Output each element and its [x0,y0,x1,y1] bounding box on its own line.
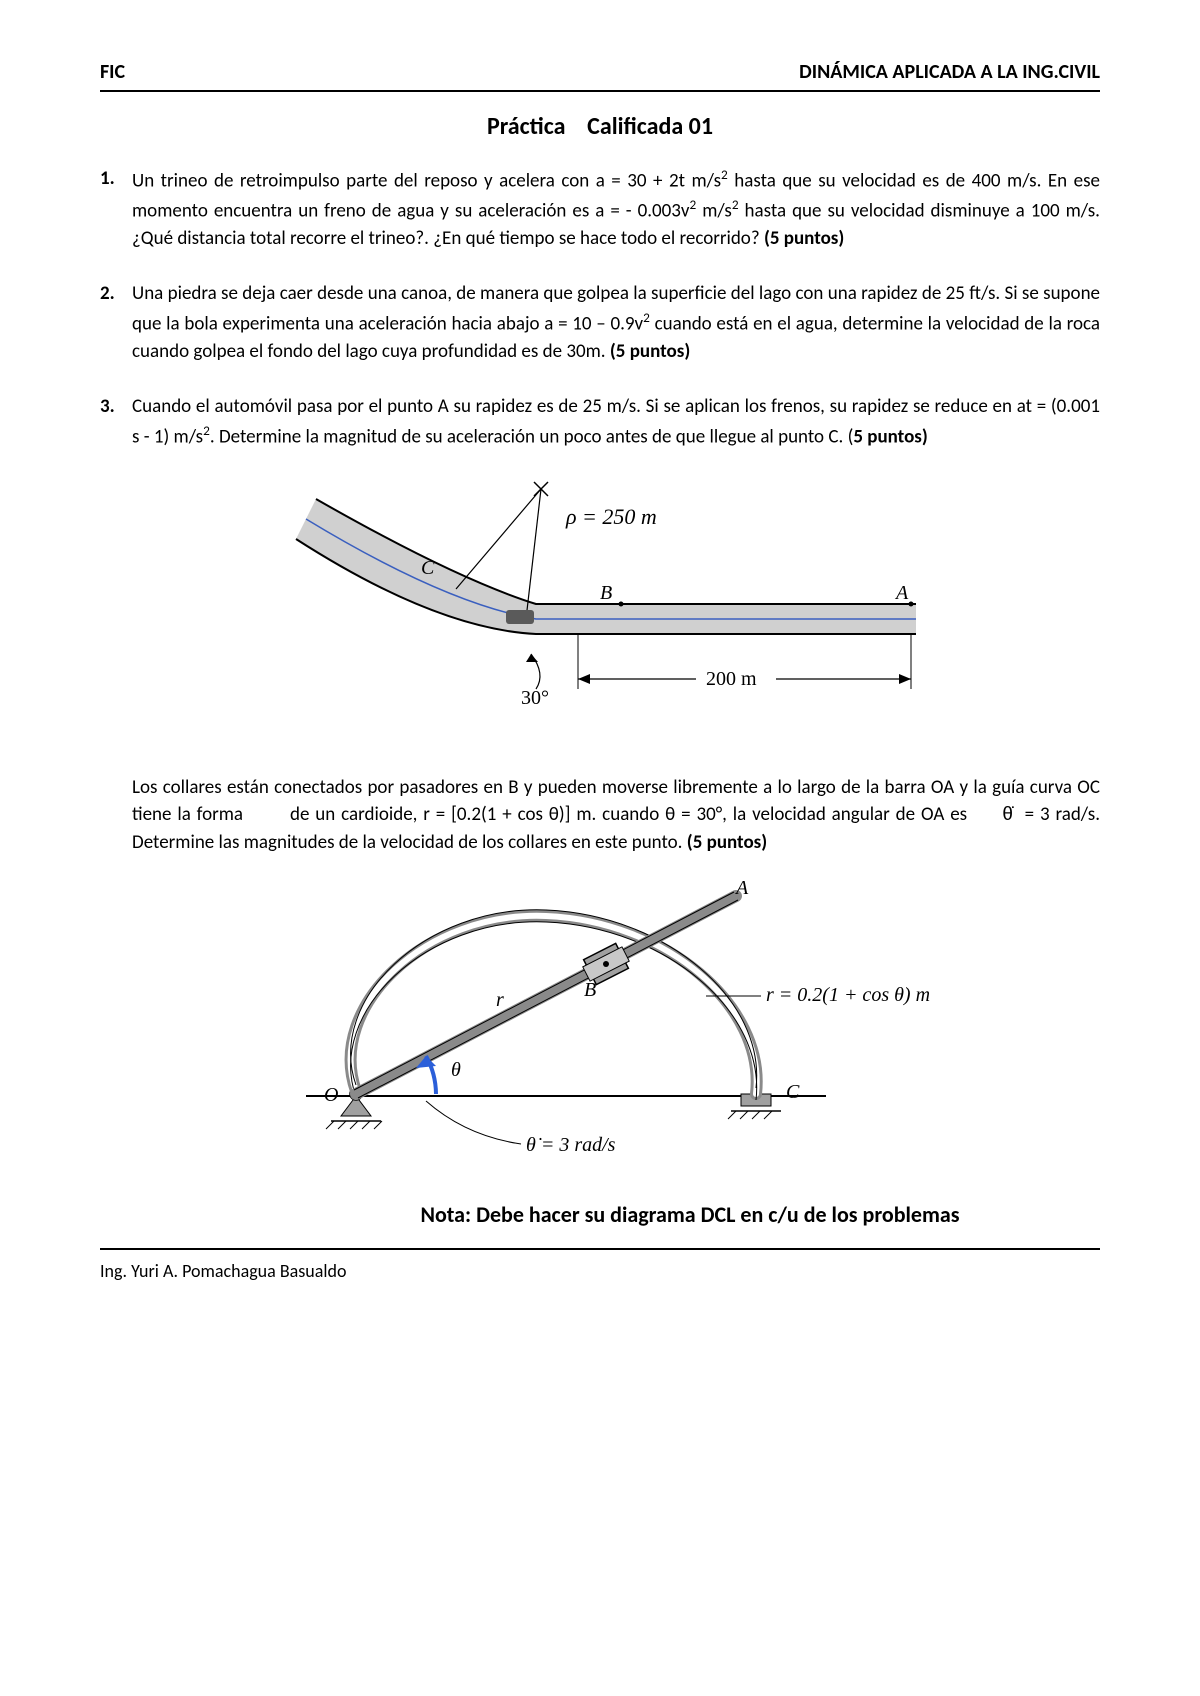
header-right: DINÁMICA APLICADA A LA ING.CIVIL [799,60,1100,84]
dim-200-arrow-r [899,674,911,684]
problem-3: 3. Cuando el automóvil pasa por el punto… [100,393,1100,450]
dot-B [619,601,624,606]
problem-1-body: Un trineo de retroimpulso parte del repo… [132,165,1100,252]
problem-2: 2. Una piedra se deja caer desde una can… [100,280,1100,365]
p1-t0: Un trineo de retroimpulso parte del repo… [132,169,721,192]
radius-1 [456,489,541,589]
p2-bold: (5 puntos) [610,340,690,363]
header-left: FIC [100,60,125,84]
hc2 [740,1111,748,1119]
bar-OA [356,896,736,1094]
problem-3-body: Cuando el automóvil pasa por el punto A … [132,393,1100,450]
figure-2-svg: O C A B r [266,876,966,1166]
car-icon [506,610,534,624]
label-A: A [894,582,909,604]
h2 [338,1121,346,1129]
eq-r: r = 0.2(1 + cos θ) m [766,984,930,1006]
p1-t5: 2 [732,196,739,213]
thetadot-leader [426,1101,521,1144]
label-30deg: 30° [521,687,549,709]
problem-1-number: 1. [100,165,132,252]
hc1 [728,1111,736,1119]
page: FIC DINÁMICA APLICADA A LA ING.CIVIL Prá… [0,0,1200,1696]
label-C: C [421,557,435,579]
hc3 [752,1111,760,1119]
p2-t1: 2 [643,309,650,326]
figure-2: O C A B r [132,876,1100,1171]
problem-4: Los collares están conectados por pasado… [132,774,1100,857]
h3 [350,1121,358,1129]
label-A2: A [734,877,749,899]
problem-2-body: Una piedra se deja caer desde una canoa,… [132,280,1100,365]
label-theta: θ [451,1059,461,1081]
note: Nota: Debe hacer su diagrama DCL en c/u … [280,1201,1100,1228]
radius-2 [526,489,541,619]
p4-text: Los collares están conectados por pasado… [132,776,1100,854]
page-header: FIC DINÁMICA APLICADA A LA ING.CIVIL [100,60,1100,84]
h1 [326,1121,334,1129]
p1-t1: 2 [721,166,728,183]
dot-A [909,601,914,606]
label-B: B [600,582,612,604]
h5 [374,1121,382,1129]
p3-bold: 5 puntos) [853,425,927,448]
page-title: Práctica Calificada 01 [100,112,1100,141]
p1-bold: (5 puntos) [764,227,844,250]
problem-2-number: 2. [100,280,132,365]
angle-30-arrow [526,654,538,662]
label-r: r [496,989,504,1011]
header-rule [100,90,1100,92]
figure-1: ρ = 250 m C B A 200 m 30° [132,479,1100,744]
hc4 [764,1111,772,1119]
label-B2: B [584,979,596,1001]
footer-rule [100,1248,1100,1250]
eq-thetadot: θ̇ = 3 rad/s [526,1134,616,1156]
problem-3-number: 3. [100,393,132,450]
problem-1: 1. Un trineo de retroimpulso parte del r… [100,165,1100,252]
dim-200-arrow-l [578,674,590,684]
label-200m: 200 m [706,668,757,690]
bar-OA-e1 [358,900,738,1098]
p1-t4: m/s [696,199,732,222]
p3-t2: . Determine la magnitud de su aceleració… [210,425,853,448]
p4-bold: (5 puntos) [687,831,767,854]
footer-author: Ing. Yuri A. Pomachagua Basualdo [100,1260,1100,1282]
label-C2: C [786,1081,800,1103]
p3-t1: 2 [203,422,210,439]
label-O: O [324,1084,338,1106]
rho-label: ρ = 250 m [565,504,657,529]
h4 [362,1121,370,1129]
figure-1-svg: ρ = 250 m C B A 200 m 30° [276,479,956,739]
pin-B [603,961,609,967]
